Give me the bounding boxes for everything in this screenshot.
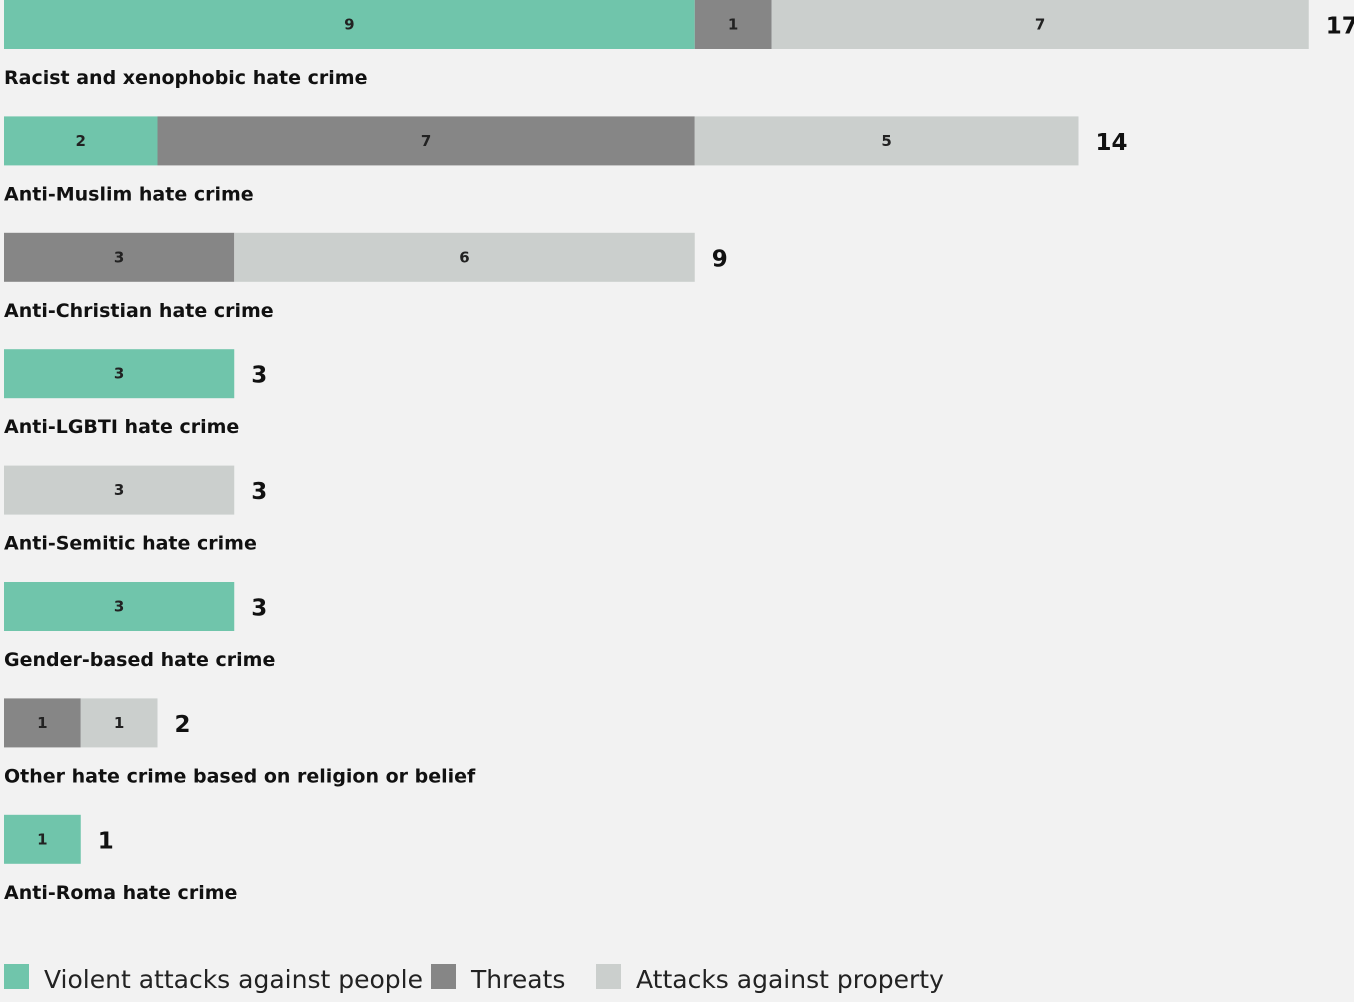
bar-total-label: 9 [712, 246, 728, 272]
segment-value-label: 5 [881, 132, 891, 150]
bar-segment [4, 232, 235, 282]
segment-value-label: 2 [76, 132, 86, 150]
segment-value-label: 7 [421, 132, 431, 150]
bar-segment [4, 465, 235, 515]
bar-segment [234, 232, 695, 282]
bar-total-label: 3 [251, 596, 267, 622]
bar-total-label: 14 [1096, 130, 1128, 156]
segment-value-label: 3 [114, 598, 124, 616]
category-label: Racist and xenophobic hate crime [4, 67, 367, 89]
bar-segment [771, 0, 1309, 49]
bar-segment [80, 698, 158, 748]
legend-label: Threats [470, 965, 565, 994]
segment-value-label: 6 [459, 248, 469, 266]
legend-swatch [4, 964, 29, 989]
segment-value-label: 1 [37, 714, 47, 732]
bar-segment [4, 116, 158, 166]
segment-value-label: 9 [344, 16, 354, 34]
bar-segment [4, 582, 235, 631]
category-label: Anti-Christian hate crime [4, 300, 274, 322]
segment-value-label: 3 [114, 365, 124, 383]
bar-total-label: 3 [251, 363, 267, 389]
segment-value-label: 1 [114, 714, 124, 732]
bar-segment [4, 349, 235, 399]
segment-value-label: 7 [1035, 16, 1045, 34]
bar-segment [694, 116, 1079, 166]
category-label: Anti-Semitic hate crime [4, 533, 257, 555]
bar-total-label: 2 [175, 712, 191, 738]
segment-value-label: 1 [728, 16, 738, 34]
legend-swatch [431, 964, 456, 989]
legend-label: Attacks against property [636, 965, 944, 994]
segment-value-label: 1 [37, 830, 47, 848]
bar-total-label: 3 [251, 479, 267, 505]
bar-segment [4, 0, 695, 49]
bar-segment [4, 814, 81, 864]
bar-segment [157, 116, 695, 166]
bar-segment [694, 0, 772, 49]
legend-label: Violent attacks against people [44, 965, 423, 994]
bar-total-label: 17 [1326, 14, 1354, 40]
category-label: Anti-LGBTI hate crime [4, 416, 239, 438]
segment-value-label: 3 [114, 481, 124, 499]
category-label: Other hate crime based on religion or be… [4, 765, 476, 787]
bar-total-label: 1 [98, 828, 114, 854]
bar-segment [4, 698, 81, 748]
segment-value-label: 3 [114, 248, 124, 266]
category-label: Gender-based hate crime [4, 649, 275, 671]
category-label: Anti-Roma hate crime [4, 882, 237, 904]
category-label: Anti-Muslim hate crime [4, 183, 254, 205]
legend-swatch [596, 964, 621, 989]
